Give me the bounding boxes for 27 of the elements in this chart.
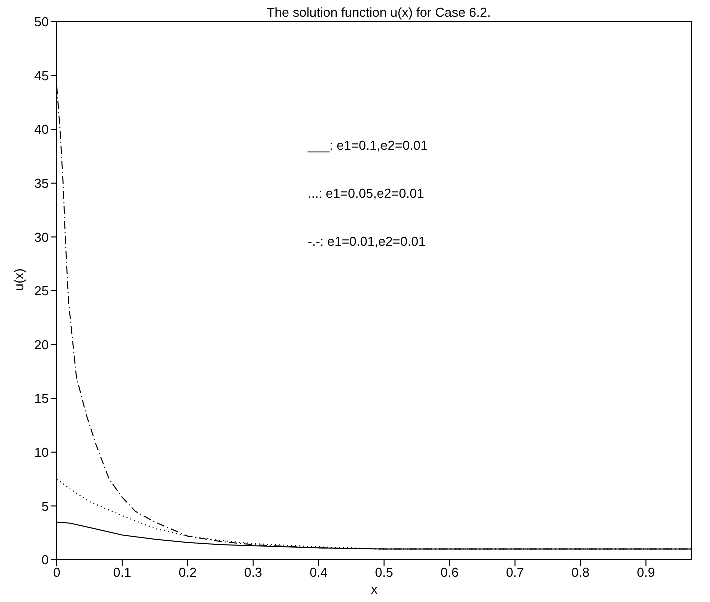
y-tick-label: 20 xyxy=(34,337,49,352)
y-tick-label: 40 xyxy=(34,122,49,138)
x-tick-label: 0.4 xyxy=(310,565,328,580)
y-tick-label: 0 xyxy=(42,552,49,568)
y-tick-label: 45 xyxy=(34,68,49,84)
x-tick-label: 0.6 xyxy=(440,565,459,580)
y-tick-label: 15 xyxy=(34,391,49,406)
x-tick-label: 0.7 xyxy=(506,565,524,580)
x-tick-label: 0.2 xyxy=(178,565,197,580)
y-tick-label: 5 xyxy=(42,498,49,514)
x-tick-label: 0.5 xyxy=(375,565,394,580)
chart-title: The solution function u(x) for Case 6.2. xyxy=(266,5,492,20)
x-axis-title: x xyxy=(371,582,378,597)
y-axis-title: u(x) xyxy=(12,268,27,291)
annotation: ...: e1=0.05,e2=0.01 xyxy=(308,186,424,201)
annotation: -.-: e1=0.01,e2=0.01 xyxy=(308,234,426,249)
x-tick-label: 0.9 xyxy=(637,565,656,580)
annotation: ___: e1=0.1,e2=0.01 xyxy=(308,138,428,153)
x-tick-label: 0 xyxy=(53,565,61,580)
y-tick-label: 50 xyxy=(34,14,49,30)
y-tick-label: 25 xyxy=(34,284,49,299)
y-tick-label: 10 xyxy=(34,445,49,460)
y-tick-label: 35 xyxy=(34,176,49,192)
y-tick-label: 30 xyxy=(34,230,49,245)
x-tick-label: 0.3 xyxy=(244,565,262,580)
x-tick-label: 0.8 xyxy=(572,565,590,580)
x-tick-label: 0.1 xyxy=(113,565,132,580)
